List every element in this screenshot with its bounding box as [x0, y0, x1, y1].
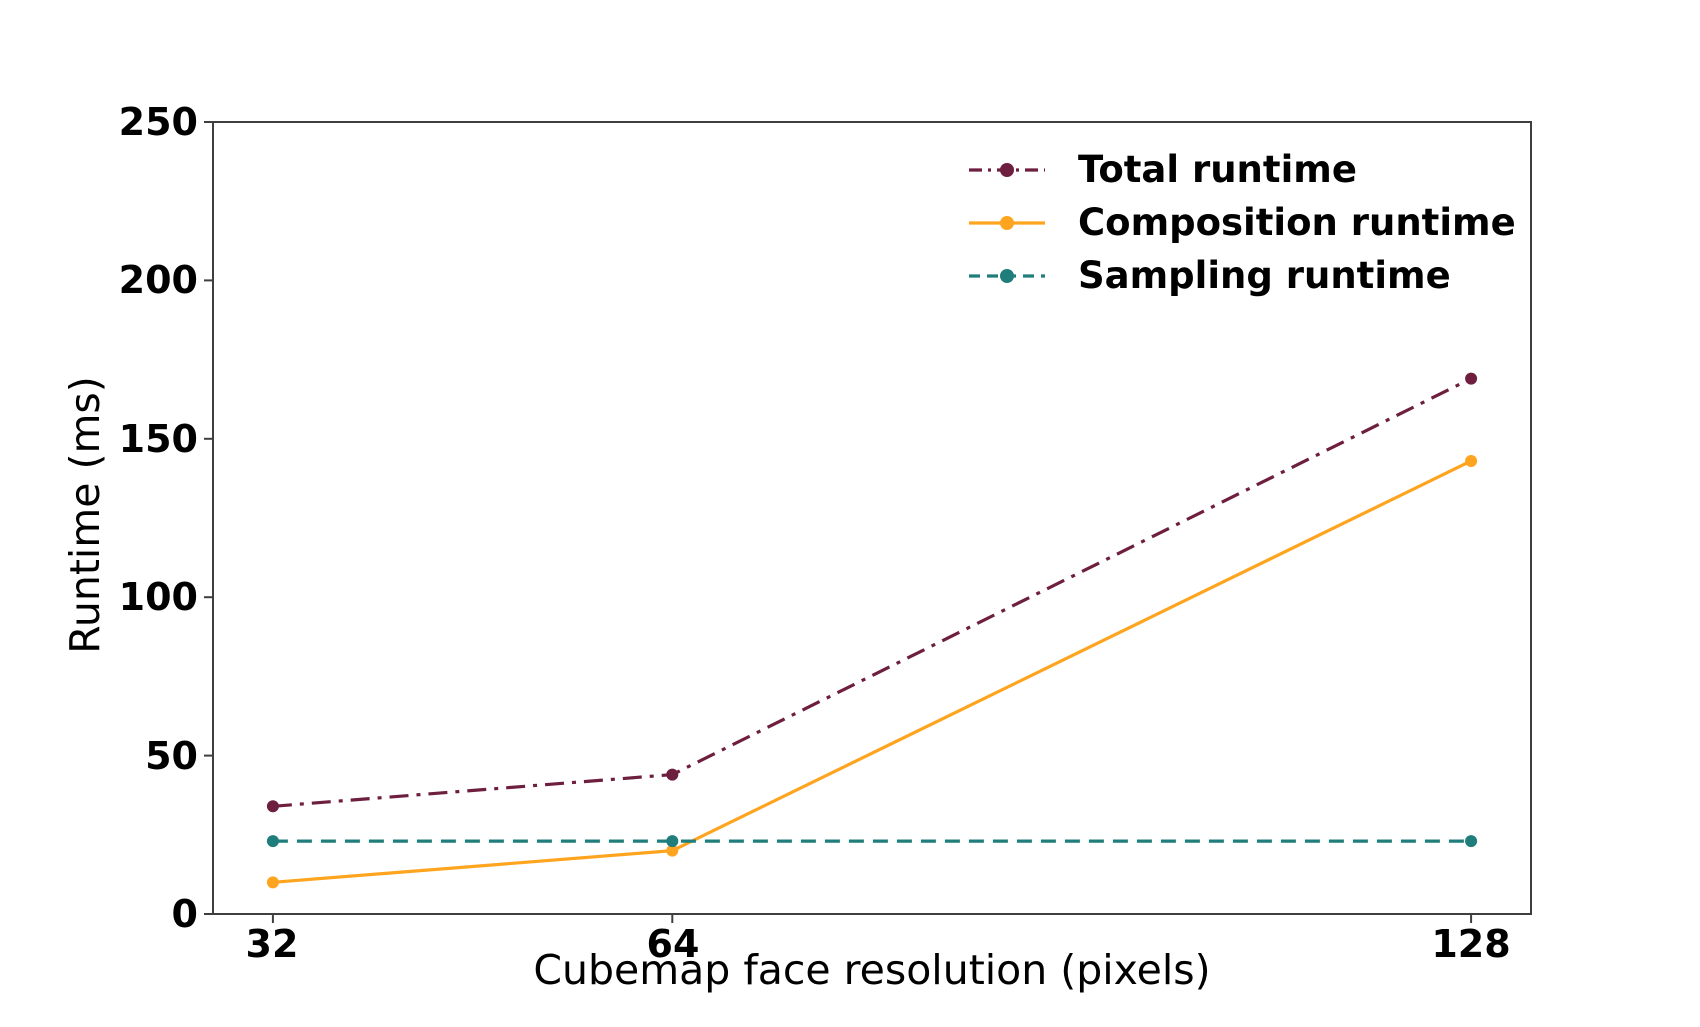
legend-item-sampling-runtime: Sampling runtime: [968, 249, 1516, 302]
legend-label-composition: Composition runtime: [1078, 201, 1516, 244]
legend-line-sample-composition: [969, 215, 1045, 230]
ytick-label-0: 0: [171, 892, 198, 936]
legend-item-total-runtime: Total runtime: [968, 143, 1516, 196]
xtick-label-64: 64: [646, 922, 700, 966]
y-axis-label: Runtime (ms): [61, 376, 109, 654]
legend-label-total: Total runtime: [1078, 148, 1357, 191]
ytick-label-150: 150: [118, 417, 198, 461]
legend-item-composition-runtime: Composition runtime: [968, 196, 1516, 249]
ytick-label-100: 100: [118, 575, 198, 619]
xtick-label-128: 128: [1431, 922, 1511, 966]
xtick-label-32: 32: [245, 922, 299, 966]
ytick-label-250: 250: [118, 100, 198, 144]
ytick-label-200: 200: [118, 258, 198, 302]
legend-line-sample-sampling: [969, 268, 1045, 283]
legend: Total runtime Composition runtime Sampli…: [968, 143, 1516, 302]
x-axis-label: Cubemap face resolution (pixels): [533, 946, 1211, 994]
ytick-label-50: 50: [145, 734, 198, 778]
legend-label-sampling: Sampling runtime: [1078, 254, 1451, 297]
legend-line-sample-total: [969, 162, 1045, 177]
